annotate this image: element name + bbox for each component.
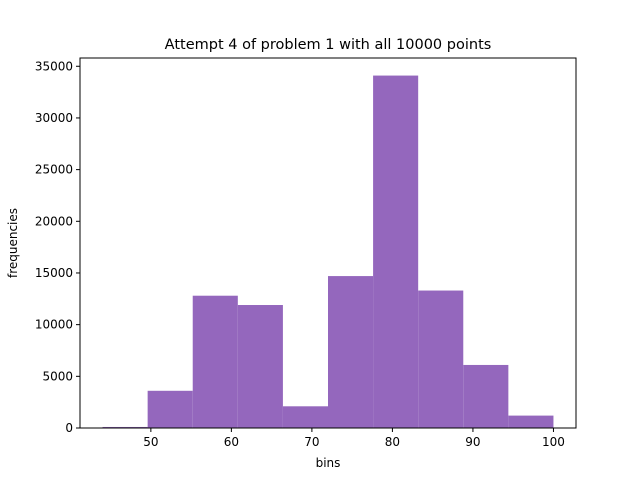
- histogram-bar: [282, 406, 328, 428]
- x-axis-ticks: 50 60 70 80 90 100: [143, 428, 565, 449]
- histogram-bar: [508, 415, 554, 428]
- y-tick-label: 20000: [35, 214, 73, 228]
- y-axis-label: frequencies: [6, 208, 20, 278]
- histogram-bar: [373, 75, 419, 429]
- y-tick-label: 35000: [35, 59, 73, 73]
- histogram-bar: [147, 390, 193, 428]
- x-tick-label: 90: [465, 435, 480, 449]
- y-tick-label: 10000: [35, 318, 73, 332]
- y-tick-label: 15000: [35, 266, 73, 280]
- y-tick-label: 0: [65, 421, 73, 435]
- y-axis-ticks: 0 5000 10000 15000 20000 25000 30000 35000: [35, 59, 80, 435]
- x-tick-label: 50: [143, 435, 158, 449]
- histogram-bar: [328, 276, 374, 428]
- histogram-bar: [463, 364, 509, 428]
- y-tick-label: 30000: [35, 111, 73, 125]
- x-tick-label: 80: [385, 435, 400, 449]
- histogram-bar: [192, 295, 238, 428]
- x-tick-label: 70: [304, 435, 319, 449]
- x-tick-label: 100: [542, 435, 565, 449]
- y-tick-label: 25000: [35, 163, 73, 177]
- bars-group: [102, 75, 554, 429]
- y-tick-label: 5000: [42, 369, 73, 383]
- x-tick-label: 60: [224, 435, 239, 449]
- x-axis-label: bins: [316, 456, 341, 470]
- plot-frame: [79, 57, 577, 429]
- chart-title: Attempt 4 of problem 1 with all 10000 po…: [165, 37, 492, 53]
- histogram-bar: [418, 290, 464, 428]
- histogram-bar: [237, 305, 283, 428]
- histogram-bar: [102, 426, 148, 428]
